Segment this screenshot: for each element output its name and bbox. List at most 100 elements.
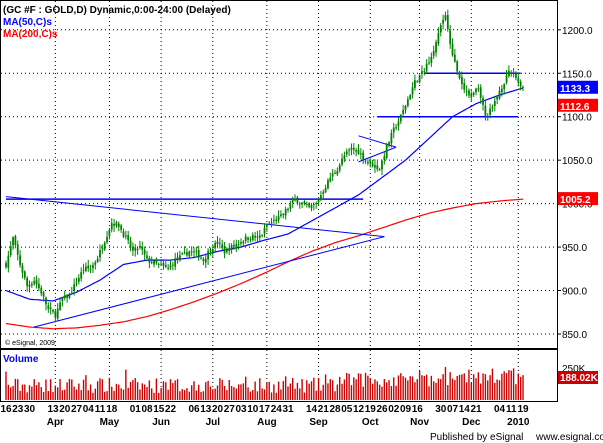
volume-bar	[188, 391, 190, 400]
candle-body	[364, 160, 367, 162]
volume-bars-group	[5, 367, 524, 400]
candle-body	[75, 283, 78, 285]
candle-body	[230, 245, 233, 250]
x-tick-label: 27	[71, 404, 83, 415]
candle-body	[385, 144, 388, 158]
volume-bar	[129, 382, 132, 400]
volume-bar	[40, 387, 42, 400]
candle-body	[496, 96, 499, 100]
price-panel-border	[0, 0, 558, 349]
candle-body	[209, 249, 212, 252]
candle-body	[73, 284, 76, 291]
x-month-label: May	[100, 417, 120, 428]
volume-bar	[104, 391, 106, 400]
volume-bar	[428, 386, 430, 400]
volume-bar	[489, 375, 491, 400]
volume-bar	[235, 388, 237, 400]
volume-bar	[254, 381, 256, 400]
candle-body	[214, 242, 217, 249]
candle-body	[80, 271, 83, 279]
candle-body	[310, 205, 313, 209]
volume-bar	[219, 378, 221, 400]
candle-body	[129, 240, 132, 248]
volume-bar	[252, 390, 254, 400]
volume-bar	[310, 381, 313, 400]
trendline	[5, 196, 385, 238]
candle-body	[428, 62, 430, 64]
candle-body	[233, 245, 235, 247]
candle-body	[96, 258, 99, 262]
candle-body	[468, 90, 470, 96]
volume-bar	[505, 373, 508, 400]
volume-bar	[113, 390, 115, 400]
volume-bar	[12, 385, 14, 400]
volume-bar	[186, 388, 188, 400]
candle-body	[472, 92, 475, 95]
volume-bar	[228, 379, 230, 400]
volume-bar	[277, 381, 280, 400]
candle-body	[409, 95, 412, 100]
candle-body	[70, 292, 73, 294]
candle-body	[390, 133, 393, 144]
candle-body	[517, 78, 520, 83]
candle-body	[404, 105, 407, 110]
volume-bar	[292, 378, 294, 400]
candle-body	[223, 246, 226, 254]
volume-bar	[148, 380, 151, 400]
x-tick-label: 28	[329, 404, 341, 415]
candle-body	[289, 204, 292, 209]
candle-body	[515, 73, 517, 78]
volume-bar	[198, 384, 200, 400]
volume-bar	[336, 384, 339, 400]
candle-body	[87, 265, 90, 269]
volume-bar	[17, 379, 19, 400]
volume-bar	[350, 385, 353, 400]
candle-body	[139, 245, 141, 248]
volume-bar	[334, 391, 336, 400]
volume-bar	[444, 367, 447, 400]
candle-body	[89, 269, 92, 271]
candle-body	[183, 252, 186, 254]
volume-bar	[515, 384, 517, 400]
candle-body	[197, 249, 200, 258]
volume-bar	[151, 388, 153, 400]
volume-bar	[402, 376, 404, 400]
volume-bar	[508, 370, 510, 400]
candle-body	[14, 236, 17, 245]
candle-body	[395, 127, 397, 129]
x-tick-label: 04	[494, 404, 506, 415]
candle-body	[38, 283, 40, 289]
candle-body	[134, 247, 137, 251]
x-tick-label: 19	[365, 404, 377, 415]
volume-bar	[92, 392, 94, 400]
volume-bar	[294, 388, 296, 400]
volume-bar	[322, 384, 324, 400]
volume-bar	[289, 383, 292, 400]
volume-bar	[158, 392, 160, 400]
x-tick-label: 09	[400, 404, 412, 415]
volume-bar	[407, 380, 409, 400]
volume-bar	[484, 374, 487, 400]
candle-body	[120, 225, 123, 230]
candle-body	[207, 251, 209, 260]
candle-body	[35, 279, 38, 285]
volume-bar	[273, 384, 275, 400]
candle-body	[345, 151, 348, 155]
volume-bar	[31, 386, 33, 400]
volume-bar	[47, 391, 49, 400]
candle-body	[193, 251, 195, 253]
volume-bar	[472, 374, 475, 400]
volume-bar	[89, 384, 92, 400]
candle-body	[320, 195, 322, 200]
volume-bar	[118, 384, 120, 400]
volume-bar	[21, 384, 24, 400]
candle-body	[42, 292, 45, 297]
volume-bar	[435, 382, 437, 400]
candle-body	[254, 235, 256, 238]
candle-body	[113, 224, 115, 226]
candle-body	[204, 258, 207, 263]
candle-body	[343, 155, 346, 160]
volume-bar	[33, 379, 35, 400]
volume-bar	[367, 375, 369, 400]
